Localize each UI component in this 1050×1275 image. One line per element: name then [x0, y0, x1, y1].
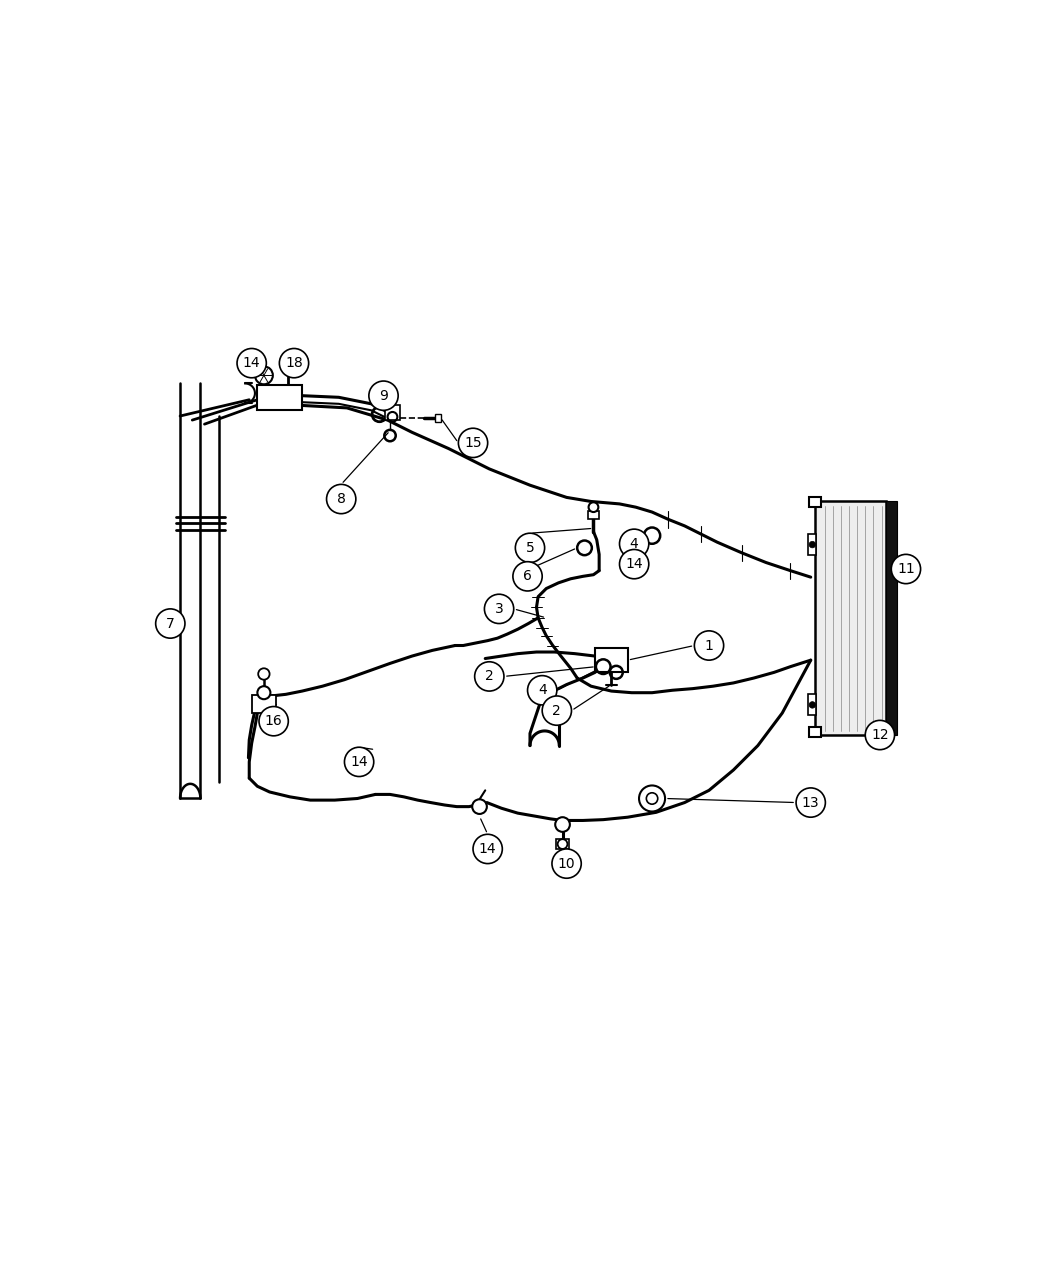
- Circle shape: [555, 817, 570, 831]
- Circle shape: [639, 785, 665, 811]
- Circle shape: [459, 428, 487, 458]
- Circle shape: [796, 788, 825, 817]
- Text: 13: 13: [802, 796, 820, 810]
- Bar: [252, 695, 276, 713]
- Text: 4: 4: [538, 683, 547, 697]
- Text: 2: 2: [485, 669, 494, 683]
- Text: 6: 6: [523, 570, 532, 584]
- Circle shape: [344, 747, 374, 776]
- Bar: [257, 385, 302, 409]
- Bar: [595, 648, 628, 672]
- Bar: [808, 534, 817, 555]
- Bar: [588, 511, 600, 519]
- Circle shape: [589, 502, 598, 513]
- Text: 1: 1: [705, 639, 713, 653]
- Circle shape: [475, 662, 504, 691]
- Text: 8: 8: [337, 492, 345, 506]
- Bar: [815, 501, 886, 734]
- Circle shape: [620, 529, 649, 558]
- Text: 12: 12: [872, 728, 888, 742]
- Bar: [885, 501, 897, 734]
- Circle shape: [891, 555, 921, 584]
- Text: 11: 11: [897, 562, 915, 576]
- Bar: [285, 362, 292, 368]
- Text: 14: 14: [351, 755, 368, 769]
- Circle shape: [237, 348, 267, 377]
- Text: 15: 15: [464, 436, 482, 450]
- Circle shape: [810, 542, 816, 548]
- Circle shape: [369, 381, 398, 411]
- Circle shape: [155, 609, 185, 639]
- Bar: [810, 497, 821, 507]
- Circle shape: [259, 706, 289, 736]
- Circle shape: [472, 834, 502, 863]
- Circle shape: [258, 668, 270, 680]
- Circle shape: [516, 533, 545, 562]
- Text: 14: 14: [479, 842, 497, 856]
- Text: 16: 16: [265, 714, 282, 728]
- Circle shape: [694, 631, 723, 660]
- Circle shape: [552, 849, 582, 878]
- Text: 4: 4: [630, 537, 638, 551]
- Text: 14: 14: [243, 356, 260, 370]
- Text: 10: 10: [558, 857, 575, 871]
- Bar: [810, 727, 821, 737]
- Circle shape: [472, 799, 487, 813]
- Text: 9: 9: [379, 389, 387, 403]
- Circle shape: [542, 696, 571, 725]
- Circle shape: [484, 594, 513, 623]
- Circle shape: [620, 550, 649, 579]
- Text: 2: 2: [552, 704, 561, 718]
- Bar: [385, 405, 400, 419]
- Circle shape: [527, 676, 556, 705]
- Circle shape: [279, 348, 309, 377]
- Text: 14: 14: [626, 557, 643, 571]
- Bar: [808, 695, 817, 715]
- Circle shape: [865, 720, 895, 750]
- Bar: [556, 839, 569, 849]
- Text: 7: 7: [166, 617, 174, 631]
- Circle shape: [257, 686, 271, 699]
- Text: 18: 18: [286, 356, 302, 370]
- Circle shape: [512, 562, 542, 592]
- Circle shape: [327, 484, 356, 514]
- Text: 5: 5: [526, 541, 534, 555]
- Circle shape: [255, 366, 273, 384]
- Circle shape: [810, 701, 816, 708]
- Bar: [435, 413, 441, 422]
- Circle shape: [558, 839, 567, 849]
- Text: 3: 3: [495, 602, 503, 616]
